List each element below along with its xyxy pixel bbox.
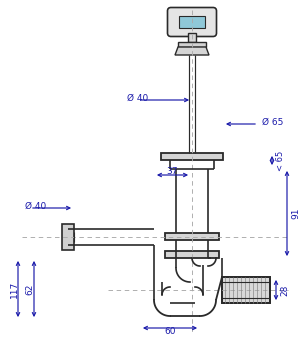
Bar	[222, 277, 270, 303]
Bar	[188, 33, 196, 42]
Polygon shape	[175, 47, 209, 55]
Text: 117: 117	[9, 280, 19, 298]
Text: < 65: < 65	[276, 151, 285, 171]
Text: 60: 60	[164, 328, 176, 337]
Bar	[165, 233, 219, 240]
Text: 37: 37	[166, 167, 178, 176]
Text: Ø 40: Ø 40	[25, 202, 46, 211]
FancyBboxPatch shape	[168, 8, 216, 36]
Bar	[178, 42, 206, 47]
Text: Ø 40: Ø 40	[127, 94, 148, 103]
Bar	[179, 16, 205, 28]
Bar	[222, 277, 270, 303]
Bar	[161, 153, 223, 160]
Bar	[62, 224, 74, 250]
Text: 28: 28	[280, 284, 289, 296]
Text: 91: 91	[291, 207, 300, 219]
Text: 62: 62	[26, 283, 34, 295]
Bar	[165, 251, 219, 258]
Text: Ø 65: Ø 65	[262, 117, 283, 126]
